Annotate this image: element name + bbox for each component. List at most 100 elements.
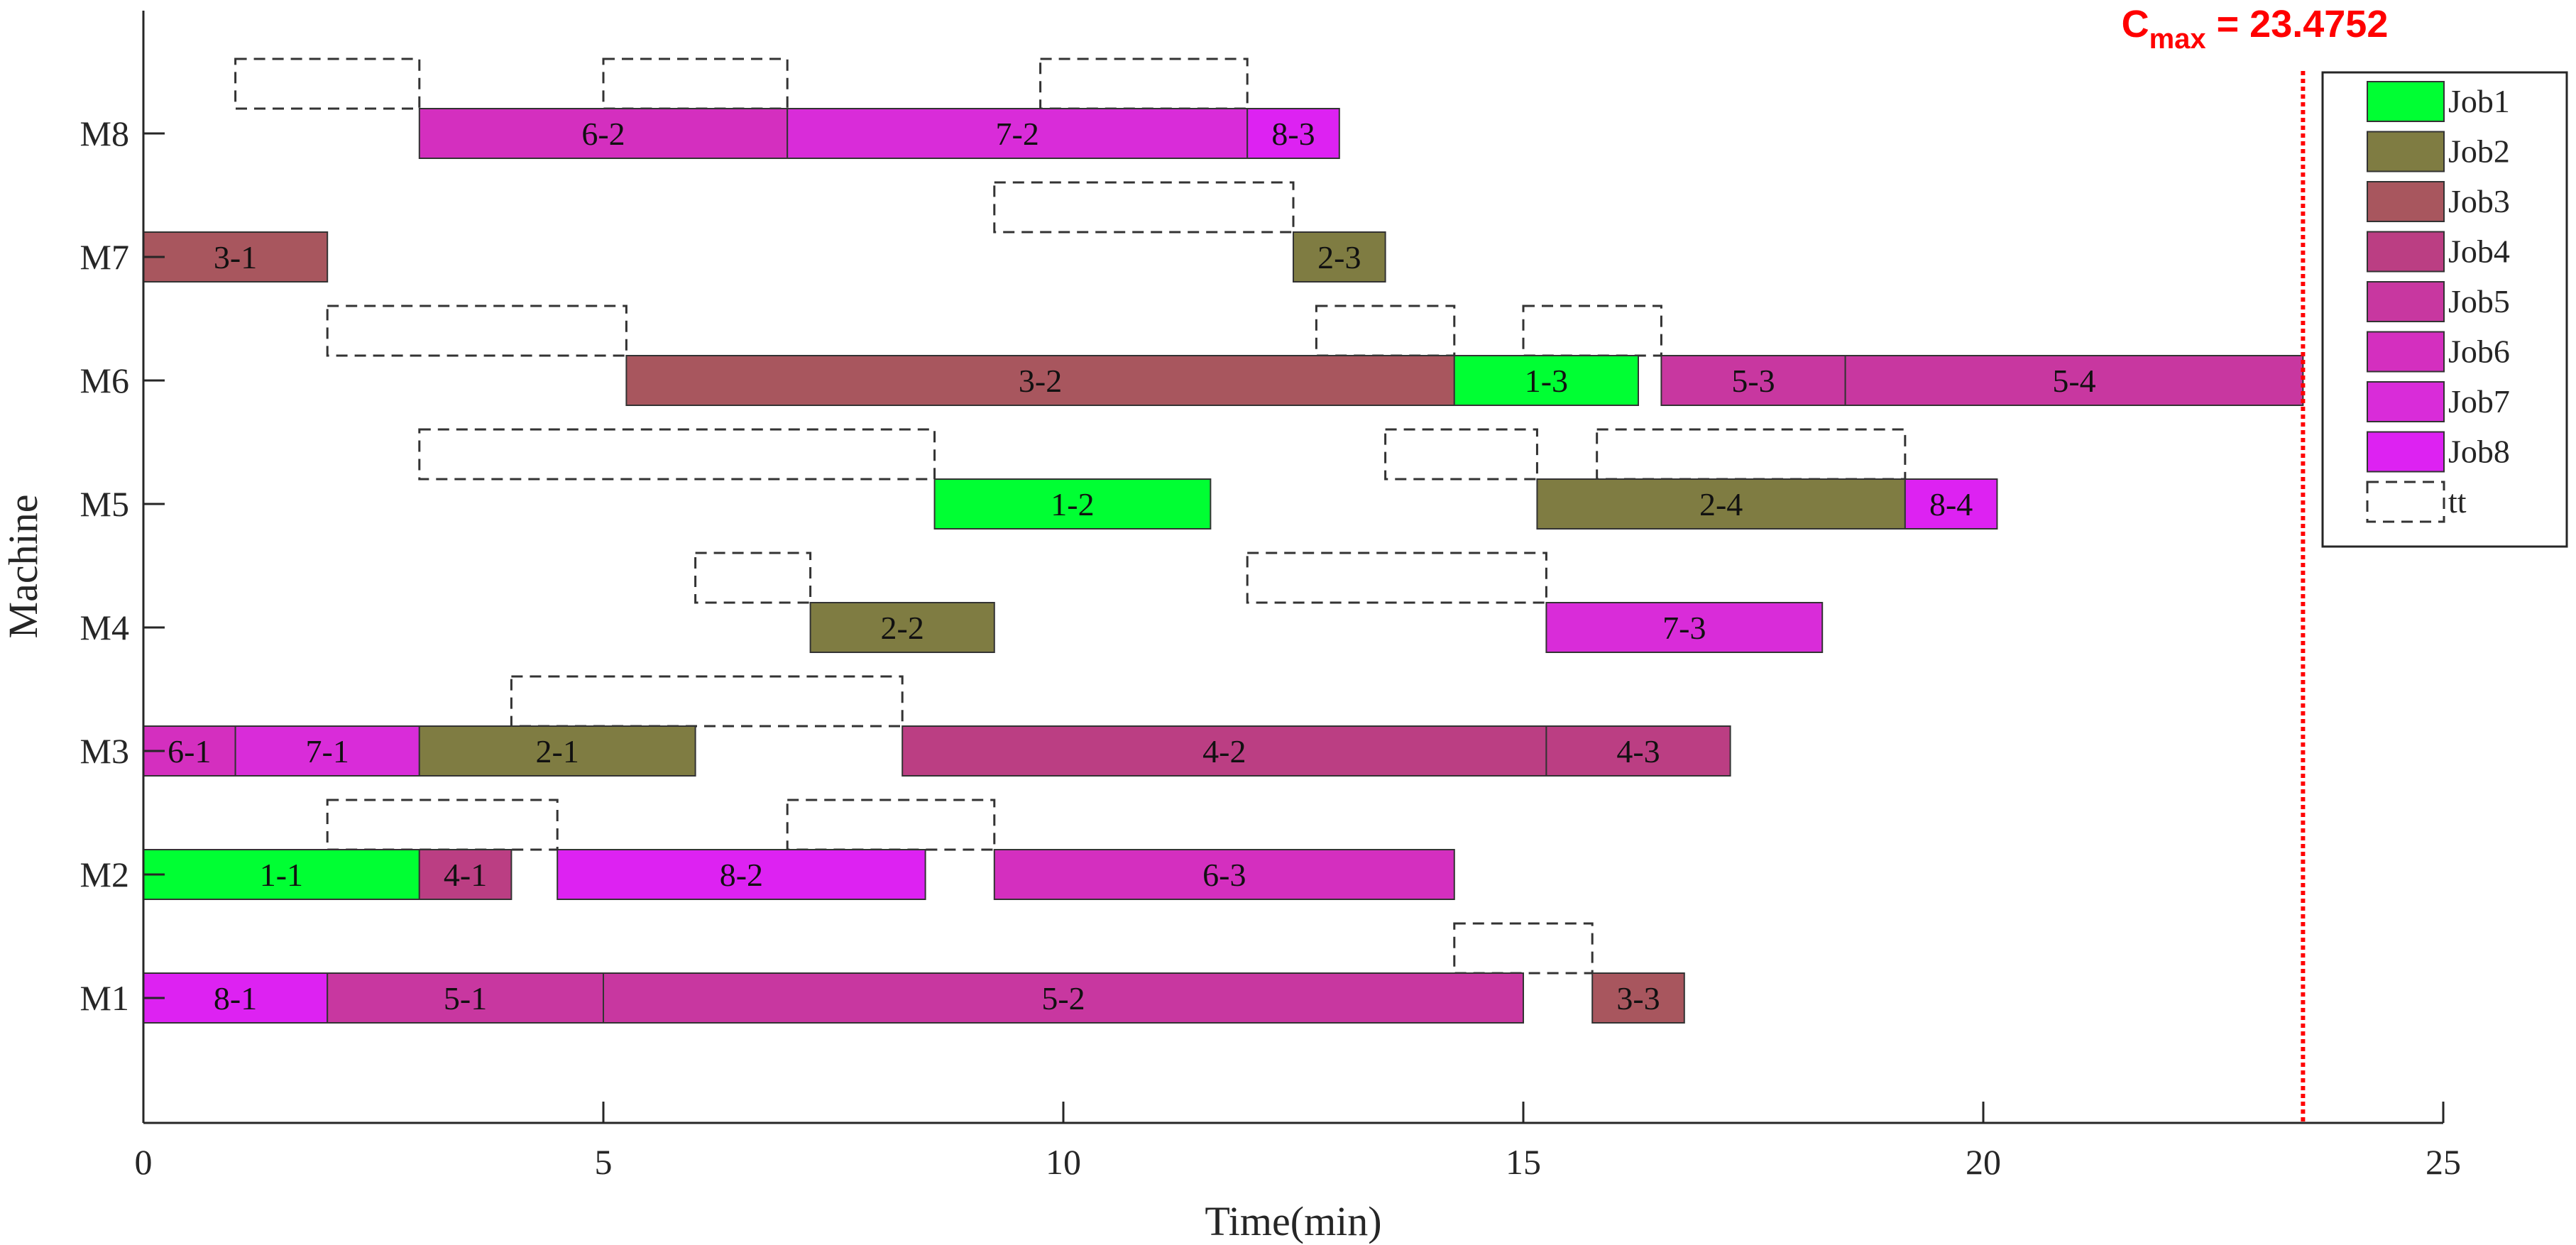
operation-bar [786,108,1249,159]
x-axis-title: Time(min) [1205,1198,1381,1244]
transport-block [1039,57,1249,110]
transport-block [786,799,996,851]
y-tick-label: M3 [80,731,129,771]
operation-label: 4-1 [444,857,487,893]
legend: Job1 Job2 Job3 Job4 Job5 Job6 Job7 Job8 tt [2321,71,2568,548]
y-tick-label: M5 [80,484,129,524]
operation-label: 7-3 [1662,610,1706,646]
y-tick-label: M4 [80,608,129,647]
cmax-subscript: max [2149,23,2206,55]
operation-bar [901,725,1547,777]
operation-bar [1591,972,1685,1024]
legend-label: Job5 [2448,283,2510,319]
operation-bar [1844,355,2304,406]
operation-label: 3-3 [1616,980,1660,1016]
legend-swatch [2367,181,2445,222]
legend-swatch [2367,131,2445,172]
operation-label: 8-2 [720,857,763,893]
operation-label: 5-2 [1041,980,1085,1016]
legend-swatch [2367,281,2445,322]
legend-swatch-tt [2366,481,2445,523]
cmax-value: = 23.4752 [2206,3,2389,45]
cmax-label: Cmax = 23.4752 [2122,3,2389,55]
operation-label: 2-2 [881,610,924,646]
transport-block [418,428,936,481]
transport-block [1315,305,1456,357]
x-tick-label: 15 [1506,1142,1541,1182]
operation-bar [625,355,1455,406]
operation-label: 7-1 [306,733,349,769]
y-axis-title: Machine [0,495,46,639]
operation-bar [1545,602,1824,653]
operation-label: 5-4 [2052,363,2095,399]
legend-label: Job4 [2448,234,2510,270]
legend-label: Job3 [2448,183,2510,219]
transport-block [1246,552,1547,604]
transport-block [993,181,1295,234]
y-tick-label: M2 [80,855,129,894]
legend-swatch [2367,431,2445,473]
legend-label: Job6 [2448,334,2510,370]
operation-bar [1904,478,1998,530]
operation-label: 4-2 [1202,733,1246,769]
cmax-symbol: C [2122,3,2149,45]
operation-label: 3-1 [214,239,257,275]
operation-label: 3-2 [1019,363,1062,399]
operation-bars: 8-1 5-1 5-2 3-3 1-1 4-1 8-2 6-3 6-1 7-1 2-1 4-2 4-3 2… [143,108,2304,1024]
operation-label: 4-3 [1616,733,1660,769]
operation-bar [1536,478,1906,530]
operation-bar [1545,725,1731,777]
transport-block [694,552,812,604]
legend-swatch [2367,331,2445,373]
operation-label: 2-3 [1317,239,1361,275]
legend-label: tt [2448,483,2467,520]
y-tick-label: M1 [80,978,129,1018]
x-tick-label: 25 [2426,1142,2461,1182]
operation-bar [993,849,1455,900]
operation-label: 6-2 [581,116,625,152]
operation-label: 1-2 [1051,486,1094,522]
transport-block [1522,305,1662,357]
operation-label: 8-4 [1929,486,1973,522]
cmax-marker: Cmax = 23.4752 [2122,3,2389,1123]
operation-label: 6-1 [168,733,211,769]
operation-label: 1-1 [260,857,303,893]
operation-bar [418,725,696,777]
transport-block [326,799,559,851]
operation-label: 7-2 [996,116,1039,152]
y-tick-label: M7 [80,237,129,277]
operation-bar [1453,355,1640,406]
operation-label: 2-1 [536,733,579,769]
transport-block [1384,428,1538,481]
operation-bar [143,972,329,1024]
transport-block [326,305,627,357]
operation-bar [1293,231,1386,283]
operation-label: 8-3 [1271,116,1315,152]
transport-block [1453,922,1594,975]
operation-label: 5-1 [444,980,487,1016]
operation-bar [234,725,420,777]
operation-label: 1-3 [1525,363,1568,399]
transport-block [602,57,789,110]
legend-label: Job2 [2448,133,2510,170]
operation-label: 8-1 [214,980,257,1016]
operation-label: 5-3 [1731,363,1775,399]
operation-bar [1246,108,1340,159]
y-tick-label: M6 [80,361,129,400]
operation-bar [809,602,995,653]
operation-bar [418,108,789,159]
operation-label: 2-4 [1699,486,1743,522]
transport-block [234,57,421,110]
x-tick-label: 5 [595,1142,613,1182]
x-tick-label: 0 [135,1142,153,1182]
legend-label: Job1 [2448,83,2510,119]
operation-bar [418,849,513,900]
legend-label: Job8 [2448,434,2510,470]
legend-swatch [2367,81,2445,122]
transport-block [510,675,904,728]
operation-bar [557,849,926,900]
operation-bar [327,972,604,1024]
legend-swatch [2367,231,2445,273]
operation-bar [143,231,329,283]
